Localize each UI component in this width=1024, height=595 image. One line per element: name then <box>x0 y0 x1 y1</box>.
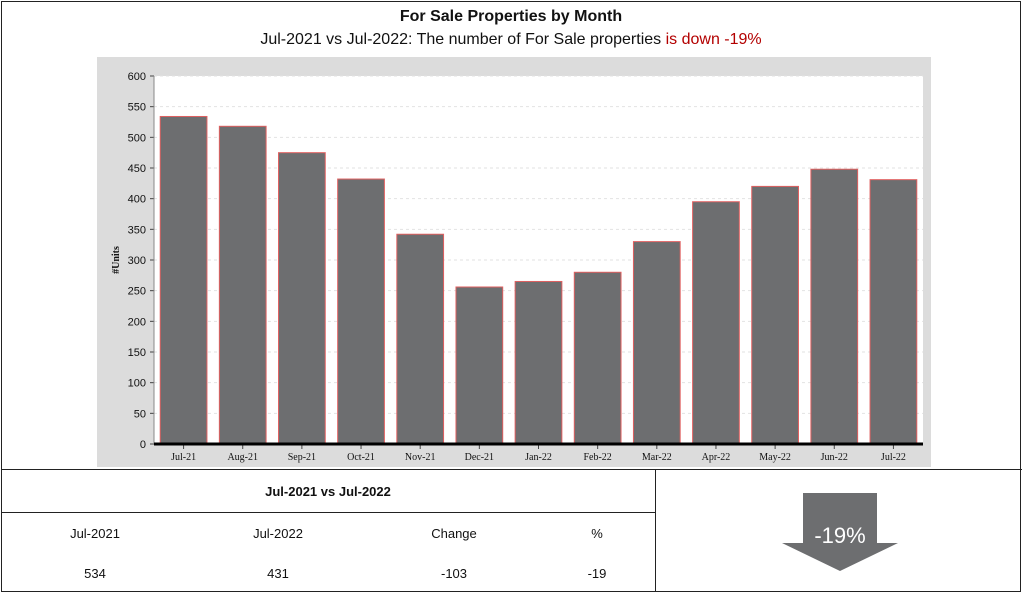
down-arrow-icon <box>782 493 898 578</box>
column-divider <box>655 470 656 592</box>
bar-jun-22 <box>810 168 859 445</box>
summary-value-jul-2021: 534 <box>84 566 106 581</box>
x-tick-label: Apr-22 <box>702 452 731 463</box>
x-tick-label: Jul-21 <box>171 452 196 463</box>
chart-title: For Sale Properties by Month <box>399 8 623 25</box>
summary-heading-divider <box>1 512 655 513</box>
change-badge-label: -19% <box>814 523 866 548</box>
summary-heading: Jul-2021 vs Jul-2022 <box>265 484 391 499</box>
x-tick-label: Feb-22 <box>583 452 611 463</box>
x-tick-label: Dec-21 <box>465 452 494 463</box>
x-tick-label: Jan-22 <box>525 452 552 463</box>
x-tick-label: Mar-22 <box>642 452 672 463</box>
summary-value-percent: -19 <box>587 566 607 581</box>
y-tick-label: 600 <box>128 71 146 83</box>
bar-mar-22 <box>632 241 681 445</box>
bar-nov-21 <box>396 233 445 445</box>
y-tick-label: 500 <box>128 132 146 144</box>
bar-jul-22 <box>869 179 918 445</box>
x-tick-label: Jul-22 <box>881 452 906 463</box>
bar-sep-21 <box>278 152 326 445</box>
y-tick-label: 150 <box>128 347 146 359</box>
summary-value-jul-2022: 431 <box>267 566 289 581</box>
bar-feb-22 <box>573 271 622 445</box>
y-tick-label: 50 <box>134 408 146 420</box>
summary-header-jul-2021: Jul-2021 <box>70 526 120 541</box>
x-tick-label: Oct-21 <box>347 452 375 463</box>
summary-header-percent: % <box>591 526 603 541</box>
summary-value-change: -103 <box>440 566 468 581</box>
chart-subtitle: Jul-2021 vs Jul-2022: The number of For … <box>0 31 1022 49</box>
section-divider <box>1 469 1022 470</box>
y-tick-label: 550 <box>128 102 146 114</box>
y-tick-label: 0 <box>140 439 146 451</box>
bar-apr-22 <box>692 201 740 445</box>
summary-header-change: Change <box>431 526 477 541</box>
y-tick-label: 400 <box>128 194 146 206</box>
bar-jul-21 <box>159 115 208 445</box>
y-tick-label: 250 <box>128 286 146 298</box>
bar-may-22 <box>751 185 799 445</box>
bar-aug-21 <box>218 125 267 445</box>
bar-jan-22 <box>514 280 563 445</box>
bar-oct-21 <box>337 178 385 445</box>
subtitle-main: Jul-2021 vs Jul-2022: The number of For … <box>260 31 662 48</box>
y-axis-label: #Units <box>111 246 122 274</box>
x-tick-label: May-22 <box>759 452 791 463</box>
x-tick-label: Aug-21 <box>227 452 258 463</box>
y-tick-label: 450 <box>128 163 146 175</box>
y-tick-label: 350 <box>128 224 146 236</box>
y-tick-label: 300 <box>128 255 146 267</box>
x-tick-label: Jun-22 <box>821 452 848 463</box>
x-tick-label: Sep-21 <box>288 452 316 463</box>
bar-chart: 0 50 100 150 200 250 300 350 400 450 500 550 600 Jul-… <box>111 71 923 463</box>
summary-header-jul-2022: Jul-2022 <box>253 526 303 541</box>
y-tick-label: 200 <box>128 316 146 328</box>
bar-dec-21 <box>455 286 504 445</box>
subtitle-change: is down -19% <box>665 31 762 48</box>
x-tick-label: Nov-21 <box>405 452 436 463</box>
y-tick-label: 100 <box>128 378 146 390</box>
